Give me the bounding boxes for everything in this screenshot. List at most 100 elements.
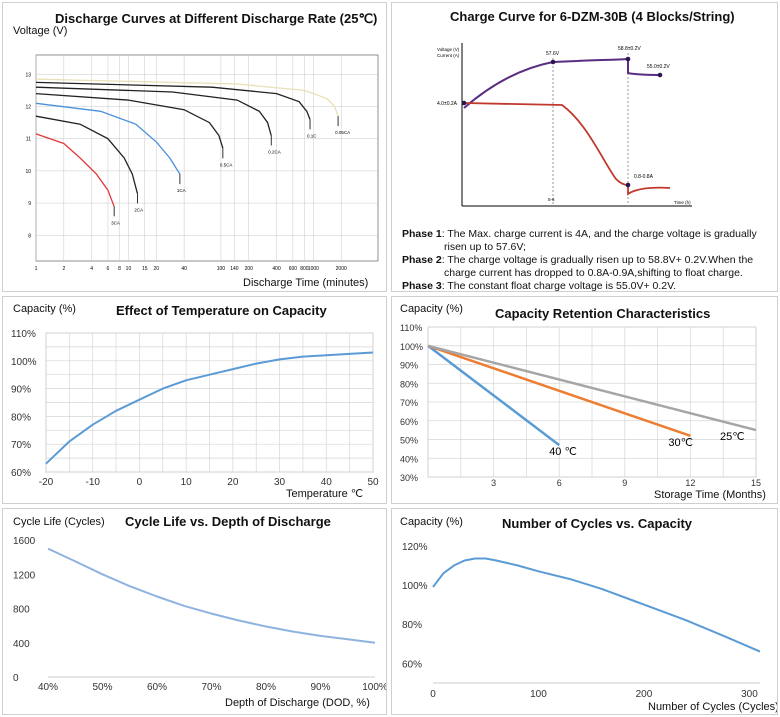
retention-y-tick: 80% (400, 379, 418, 389)
temperature-ylabel: Capacity (%) (13, 303, 76, 315)
discharge-x-tick: 600 (289, 266, 298, 272)
discharge-series-label: 0.1C (307, 133, 317, 138)
temperature-x-tick: 10 (181, 477, 193, 488)
temperature-y-tick: 90% (11, 385, 31, 396)
cycles_capacity-series-line (432, 557, 761, 653)
retention-panel: Capacity Retention Characteristics Capac… (391, 296, 778, 504)
discharge-series-label: 0.5CA (220, 162, 233, 167)
discharge-x-tick: 140 (230, 266, 239, 272)
discharge-series-label: 0.05CA (335, 130, 350, 135)
phase-2-label: Phase 2 (402, 254, 442, 266)
temperature-x-tick: 30 (274, 477, 286, 488)
cycle_dod-x-tick: 90% (310, 682, 330, 693)
charge-ann-4a: 4.0±0.2A (437, 101, 458, 107)
cycle_dod-x-tick: 40% (38, 682, 58, 693)
temperature-x-tick: 0 (137, 477, 143, 488)
temperature-chart: -20 -10 0 10 20 30 40 50 60% 70% 80% 90% 100% 110% (11, 329, 379, 488)
cycle_dod-x-tick: 100% (362, 682, 387, 693)
retention-ylabel: Capacity (%) (400, 303, 463, 315)
cycles-capacity-title: Number of Cycles vs. Capacity (502, 516, 693, 531)
cycle_dod-x-tick: 80% (256, 682, 276, 693)
retention-y-tick: 100% (400, 342, 423, 352)
cycles-capacity-xlabel: Number of Cycles (Cycles) (648, 701, 778, 713)
temperature-y-tick: 80% (11, 412, 31, 423)
cycles_capacity-y-tick: 120% (402, 542, 428, 553)
discharge-series-line (35, 81, 311, 120)
phase-3-text: The constant float charge voltage is 55.… (447, 280, 677, 292)
retention-y-tick: 60% (400, 417, 418, 427)
discharge-y-tick: 11 (26, 137, 31, 143)
retention-x-tick: 15 (751, 478, 761, 488)
retention-chart: 3 6 9 12 15 30% 40% 50% 60% 70% 80% 90% 100% 110% 40 ℃… (400, 323, 761, 488)
phase-1-label: Phase 1 (402, 228, 442, 240)
discharge-plot-frame (35, 54, 379, 262)
discharge-x-tick: 200 (245, 266, 254, 272)
discharge-x-tick: 40 (181, 266, 187, 272)
cycle_dod-y-tick: 0 (13, 673, 19, 684)
phase-3-label: Phase 3 (402, 280, 442, 292)
charge-phase-notes: Phase 1: The Max. charge current is 4A, … (402, 228, 774, 292)
discharge-y-tick: 9 (28, 201, 31, 207)
cycle_dod-series-line (47, 547, 376, 644)
cycle-dod-xlabel: Depth of Discharge (DOD, %) (225, 697, 370, 709)
cycles_capacity-x-tick: 300 (741, 689, 758, 700)
temperature-x-tick: -10 (85, 477, 100, 488)
cycle_dod-x-tick: 70% (201, 682, 221, 693)
cycle_dod-x-tick: 60% (147, 682, 167, 693)
cycles-capacity-panel: Number of Cycles vs. Capacity Capacity (… (391, 508, 778, 715)
charge-point-08a (625, 182, 631, 188)
retention-x-tick: 9 (622, 478, 627, 488)
charge-point-4a (461, 100, 467, 106)
discharge-x-tick: 8 (118, 266, 121, 272)
temperature-x-tick: 40 (321, 477, 333, 488)
retention-y-tick: 30% (400, 473, 418, 483)
discharge-panel: Discharge Curves at Different Discharge … (2, 2, 387, 292)
cycles_capacity-y-tick: 60% (402, 659, 422, 670)
retention-title: Capacity Retention Characteristics (495, 306, 711, 321)
retention-y-tick: 40% (400, 454, 418, 464)
temperature-series-line (45, 351, 374, 465)
discharge-x-tick: 6 (107, 266, 110, 272)
temperature-y-tick: 60% (11, 468, 31, 479)
charge-panel: Charge Curve for 6-DZM-30B (4 Blocks/Str… (391, 2, 778, 292)
discharge-x-tick: 400 (272, 266, 281, 272)
discharge-y-tick: 10 (25, 169, 31, 175)
charge-ylabel-voltage: Voltage (V) (437, 47, 460, 52)
discharge-series-line (35, 92, 224, 149)
charge-ann-57-6v: 57.6V (546, 51, 560, 57)
retention-y-tick: 50% (400, 436, 418, 446)
discharge-x-tick: 100 (217, 266, 226, 272)
discharge-series-line (35, 78, 339, 117)
cycle-dod-panel: Cycle Life vs. Depth of Discharge Cycle … (2, 508, 387, 715)
phase-1-text: The Max. charge current is 4A, and the c… (444, 228, 757, 253)
temperature-xlabel: Temperature ℃ (286, 488, 364, 500)
temperature-title: Effect of Temperature on Capacity (116, 303, 327, 318)
cycle_dod-y-tick: 400 (13, 639, 30, 650)
charge-ann-58-8v: 58.8±0.2V (618, 46, 641, 52)
charge-current-curve (463, 102, 671, 196)
temperature-x-tick: -20 (39, 477, 54, 488)
charge-ann-08a: 0.8-0.8A (634, 174, 654, 180)
retention-y-tick: 90% (400, 361, 418, 371)
discharge-series-line (35, 115, 139, 194)
charge-chart: Voltage (V) Current (A) 57.6V 58.8±0.2V … (437, 43, 692, 207)
discharge-x-tick: 1 (35, 266, 38, 272)
retention-y-tick: 110% (400, 323, 422, 333)
retention-series-line (427, 344, 757, 432)
temperature-y-tick: 70% (11, 440, 31, 451)
cycle_dod-y-tick: 1600 (13, 536, 36, 547)
discharge-series-line (35, 133, 115, 207)
cycles_capacity-y-tick: 80% (402, 620, 422, 631)
temperature-x-tick: 20 (227, 477, 239, 488)
cycles_capacity-x-tick: 200 (636, 689, 653, 700)
retention-series-line (427, 344, 560, 447)
phase-1: Phase 1: The Max. charge current is 4A, … (402, 228, 757, 253)
charge-title: Charge Curve for 6-DZM-30B (4 Blocks/Str… (450, 9, 735, 24)
cycle-dod-ylabel: Cycle Life (Cycles) (13, 516, 105, 528)
discharge-title: Discharge Curves at Different Discharge … (55, 11, 378, 26)
discharge-series-label: 3CA (111, 220, 120, 225)
cycle_dod-y-tick: 800 (13, 605, 30, 616)
discharge-y-tick: 12 (25, 105, 31, 111)
cycles-capacity-chart: 0 100 200 300 60% 80% 100% 120% (402, 542, 761, 700)
discharge-series-label: 1CA (177, 188, 186, 193)
